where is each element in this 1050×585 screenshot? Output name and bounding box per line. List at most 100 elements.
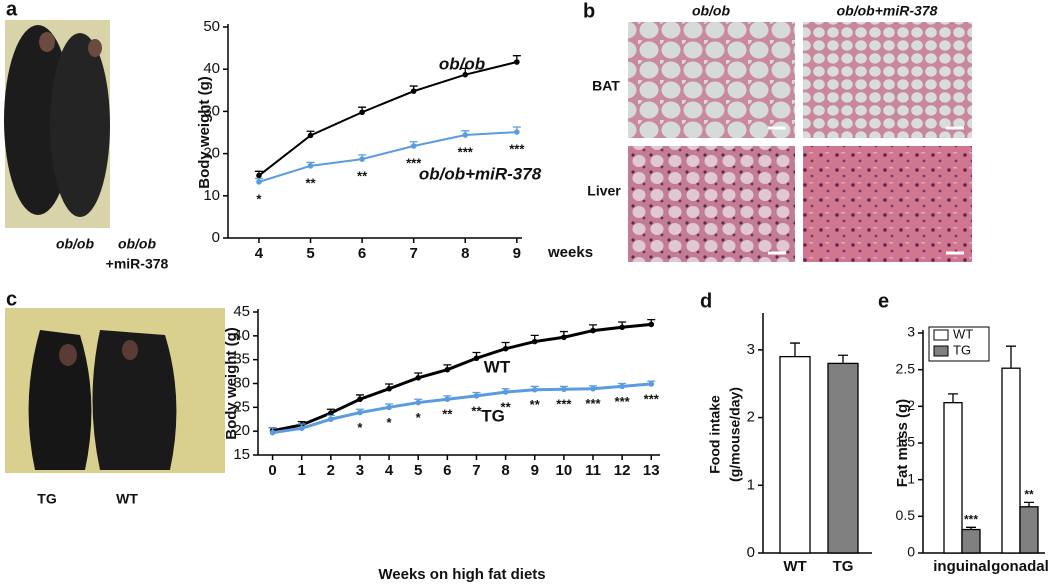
series-label: TG [481, 406, 505, 425]
data-point [415, 399, 422, 406]
x-tick-label: 0 [268, 462, 276, 479]
y-tick-label: 45 [233, 303, 250, 320]
data-point [531, 386, 538, 393]
bar [943, 402, 963, 554]
y-tick-label: 50 [203, 18, 220, 35]
histology-image [803, 146, 972, 262]
data-point [473, 355, 480, 362]
data-point [410, 143, 417, 149]
y-axis-label: Body weight (g) [223, 327, 240, 440]
legend-label: WT [953, 326, 973, 341]
y-tick-label: 1 [747, 476, 755, 493]
significance: *** [615, 394, 631, 409]
data-point [502, 389, 509, 395]
data-point [415, 374, 422, 381]
x-tick-label: 11 [585, 462, 601, 479]
x-tick-label: 6 [358, 245, 366, 262]
panel-letter: c [6, 288, 17, 310]
x-tick-label: 13 [643, 462, 660, 479]
legend-label: TG [953, 342, 971, 357]
significance: ** [530, 397, 541, 412]
series-line [272, 322, 652, 433]
series-line [258, 61, 518, 177]
y-tick-label: 0 [907, 544, 915, 560]
data-point [444, 366, 451, 373]
data-point [386, 385, 392, 392]
series-line [272, 382, 652, 435]
x-tick-label: 8 [461, 245, 469, 262]
legend-swatch [933, 345, 949, 357]
data-point [410, 88, 417, 94]
data-point [307, 132, 314, 139]
photo-label: WT [116, 491, 138, 507]
bar [779, 355, 811, 554]
x-tick-label: 4 [255, 245, 264, 262]
y-tick-label: 30 [233, 374, 250, 391]
data-point [357, 409, 363, 416]
y-tick-label: 3 [907, 324, 915, 340]
y-tick-label: 3 [747, 341, 755, 358]
y-tick-label: 2 [747, 409, 755, 426]
x-axis-label: weeks [547, 244, 593, 261]
x-tick-label: 10 [556, 462, 573, 479]
legend-swatch [933, 329, 949, 341]
data-point [619, 383, 625, 390]
significance: ** [442, 407, 453, 422]
data-point [386, 404, 392, 411]
panel-letter: b [583, 0, 595, 22]
y-tick-label: 1 [907, 470, 915, 486]
data-point [359, 109, 365, 116]
y-tick-label: 1.5 [896, 434, 916, 450]
significance: ** [471, 403, 482, 418]
data-point [328, 416, 334, 423]
significance: * [416, 410, 422, 425]
photo-c [5, 308, 225, 473]
x-tick-label: 1 [298, 462, 306, 479]
histology-image [803, 22, 972, 138]
y-tick-label: 40 [233, 327, 250, 344]
y-axis-label: Fat mass (g) [894, 399, 911, 487]
y-tick-label: 30 [203, 102, 220, 119]
significance: *** [585, 396, 601, 411]
y-axis-label: (g/mouse/day) [727, 387, 743, 482]
x-tick-label: gonadal [991, 558, 1049, 575]
bar [827, 362, 859, 554]
row-label: Liver [587, 183, 621, 199]
data-point [473, 393, 480, 399]
significance: *** [509, 142, 525, 157]
x-tick-label: 6 [443, 462, 451, 479]
data-point [531, 338, 538, 345]
y-tick-label: 25 [233, 398, 250, 415]
error-bar [790, 342, 800, 357]
y-tick-label: 2 [907, 397, 915, 413]
significance: *** [556, 397, 572, 412]
significance: ** [305, 175, 316, 190]
significance: ** [1024, 488, 1034, 502]
photo-a [4, 20, 110, 228]
x-tick-label: 7 [410, 245, 418, 262]
data-point [298, 425, 305, 432]
data-point [462, 71, 469, 78]
data-point [561, 334, 567, 341]
x-tick-label: 8 [501, 462, 509, 479]
y-tick-label: 35 [233, 351, 250, 368]
y-tick-label: 0.5 [896, 507, 916, 523]
data-point [462, 132, 469, 138]
data-point [256, 172, 262, 179]
x-tick-label: WT [783, 558, 806, 575]
photo-label: +miR-378 [106, 256, 169, 272]
y-tick-label: 20 [203, 145, 220, 162]
x-tick-label: 3 [356, 462, 364, 479]
significance: ** [501, 400, 512, 415]
scale-bars [768, 126, 964, 255]
panel-letter: d [700, 290, 712, 312]
bar [1001, 367, 1021, 554]
panel-letter: a [6, 0, 18, 20]
histology-image [628, 22, 795, 138]
x-tick-label: 4 [385, 462, 394, 479]
y-tick-label: 40 [203, 60, 220, 77]
series-line [258, 131, 517, 183]
y-tick-label: 20 [233, 422, 250, 439]
significance: *** [458, 144, 474, 159]
